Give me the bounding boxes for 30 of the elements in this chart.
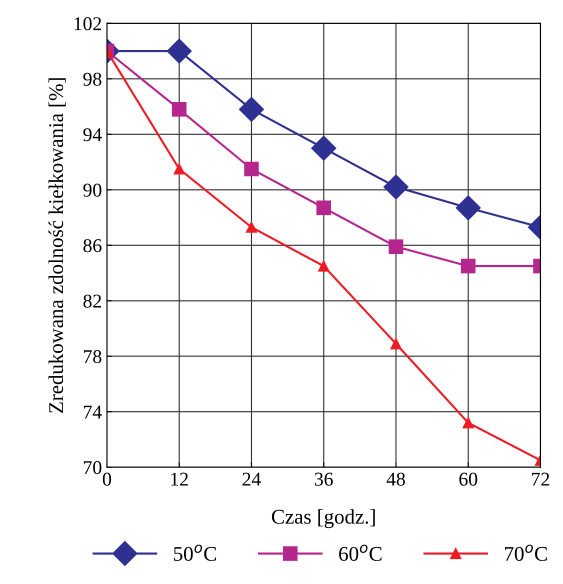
x-tick-label: 36 — [314, 472, 333, 486]
y-axis-title: Zredukowana zdolność kiełkowania [%] — [48, 78, 66, 413]
y-tick-label: 102 — [74, 17, 102, 30]
x-tick-label: 24 — [242, 472, 261, 486]
point — [316, 200, 332, 216]
y-tick-label: 82 — [83, 294, 102, 308]
y-tick-label: 78 — [84, 350, 102, 364]
legend-label: 70$^{o}$C — [504, 544, 547, 561]
y-tick-label: 90 — [83, 184, 102, 197]
x-tick-label: 12 — [171, 472, 188, 486]
legend-label: 50$^{o}$C — [174, 544, 216, 561]
point — [246, 222, 258, 233]
x-tick-label: 60 — [459, 472, 478, 486]
y-tick-label: 98 — [83, 72, 102, 86]
point — [238, 96, 264, 122]
y-tick-label: 86 — [83, 239, 102, 252]
x-tick-label: 0 — [102, 472, 112, 486]
point — [244, 162, 259, 176]
point — [311, 136, 336, 161]
point — [388, 239, 404, 254]
x-axis-title: Czas [godz.] — [272, 509, 375, 528]
x-tick-label: 72 — [532, 472, 550, 486]
legend-label: 60$^{o}$C — [339, 544, 382, 561]
point — [318, 260, 330, 272]
y-tick-label: 74 — [84, 406, 102, 418]
y-tick-label: 70 — [84, 461, 102, 474]
y-tick-label: 94 — [83, 128, 102, 142]
point — [390, 338, 402, 350]
x-tick-label: 48 — [386, 472, 405, 486]
point — [383, 174, 408, 200]
